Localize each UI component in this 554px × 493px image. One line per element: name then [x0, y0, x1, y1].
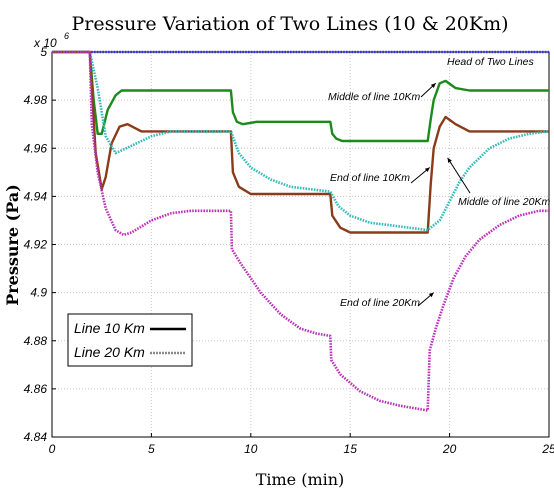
x-tick-label: 0	[49, 442, 56, 456]
series-line-3	[52, 50, 549, 234]
y-tick-label: 4.86	[24, 382, 48, 396]
y-tick-label: 4.84	[24, 430, 48, 444]
y-tick-label: 4.98	[24, 93, 48, 107]
y-tick-label: 5	[40, 45, 47, 59]
series-layer	[52, 50, 550, 412]
x-axis-label: Time (min)	[256, 470, 345, 489]
annotation-label: Head of Two Lines	[447, 56, 535, 68]
annotation-layer: Head of Two Lines Middle of line 10Km End …	[328, 56, 550, 309]
y-tick-label: 4.88	[24, 334, 48, 348]
y-multiplier-exponent: 6	[64, 31, 69, 41]
annotation-label: End of line 20Km	[340, 297, 420, 309]
annotation-arrow	[447, 157, 471, 194]
x-tick-label: 25	[541, 442, 554, 456]
annotation-label: End of line 10Km	[330, 172, 410, 184]
x-tick-label: 20	[442, 442, 457, 456]
x-tick-label: 5	[148, 442, 155, 456]
y-multiplier: x 10	[33, 36, 57, 50]
x-tick-label: 15	[344, 442, 358, 456]
legend-label-line-10km: Line 10 Km	[74, 320, 145, 336]
legend: Line 10 Km Line 20 Km	[67, 313, 193, 367]
y-tick-label: 4.9	[30, 286, 47, 300]
y-tick-label: 4.96	[24, 141, 48, 155]
x-tick-label: 10	[244, 442, 258, 456]
series-line-4	[52, 50, 550, 232]
plot-area	[51, 51, 550, 438]
x-tick-labels: 0 5 10 15 20 25	[49, 442, 554, 456]
y-axis-label: Pressure (Pa)	[3, 184, 22, 306]
y-tick-label: 4.92	[24, 238, 48, 252]
annotation-label: Middle of line 10Km	[328, 91, 420, 103]
legend-box	[67, 313, 193, 367]
legend-label-line-20km: Line 20 Km	[74, 344, 145, 360]
annotation-arrowhead	[424, 167, 430, 173]
annotation-arrowhead	[428, 292, 434, 298]
series-line-2	[52, 50, 549, 143]
annotation-arrowhead	[430, 83, 436, 88]
annotation-arrowhead	[447, 157, 452, 163]
annotation-label: Middle of line 20Km	[458, 196, 550, 208]
chart-title: Pressure Variation of Two Lines (10 & 20…	[71, 13, 508, 35]
y-tick-label: 4.94	[24, 189, 48, 203]
series-line-5	[52, 50, 549, 412]
y-tick-labels: 4.84 4.86 4.88 4.9 4.92 4.94 4.96 4.98 5	[24, 45, 48, 444]
